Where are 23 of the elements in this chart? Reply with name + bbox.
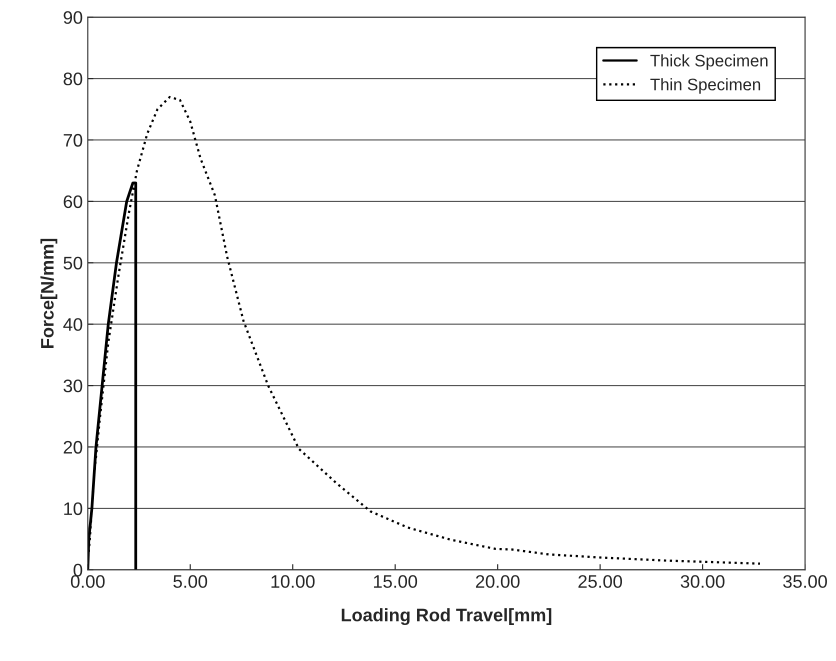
y-tick-label: 60 [64, 195, 82, 208]
x-axis-title: Loading Rod Travel[mm] [342, 608, 552, 626]
y-tick-label: 50 [64, 256, 82, 270]
y-tick-label: 0 [74, 564, 82, 576]
y-tick-label: 30 [64, 380, 82, 392]
y-tick-label: 40 [63, 318, 82, 331]
x-tick-label: 35.00 [783, 575, 827, 588]
y-tick-label: 70 [64, 134, 82, 147]
x-tick-label: 0.00 [70, 575, 105, 588]
x-tick-label: 15.00 [374, 575, 418, 588]
x-tick-label: 25.00 [578, 575, 622, 588]
y-tick-label: 90 [64, 11, 82, 24]
y-axis-title: Force[N/mm] [40, 238, 58, 348]
y-tick-label: 10 [64, 502, 82, 516]
x-tick-label: 5.00 [173, 575, 208, 588]
line-series [88, 96, 762, 565]
legend-label: Thin Specimen [650, 78, 760, 94]
y-tick-label: 80 [64, 72, 82, 86]
legend-label: Thick Specimen [650, 54, 768, 70]
x-tick-label: 10.00 [272, 575, 315, 588]
y-tick-label: 20 [64, 440, 82, 454]
x-tick-label: 30.00 [680, 575, 724, 588]
x-tick-label: 20.00 [476, 575, 520, 588]
